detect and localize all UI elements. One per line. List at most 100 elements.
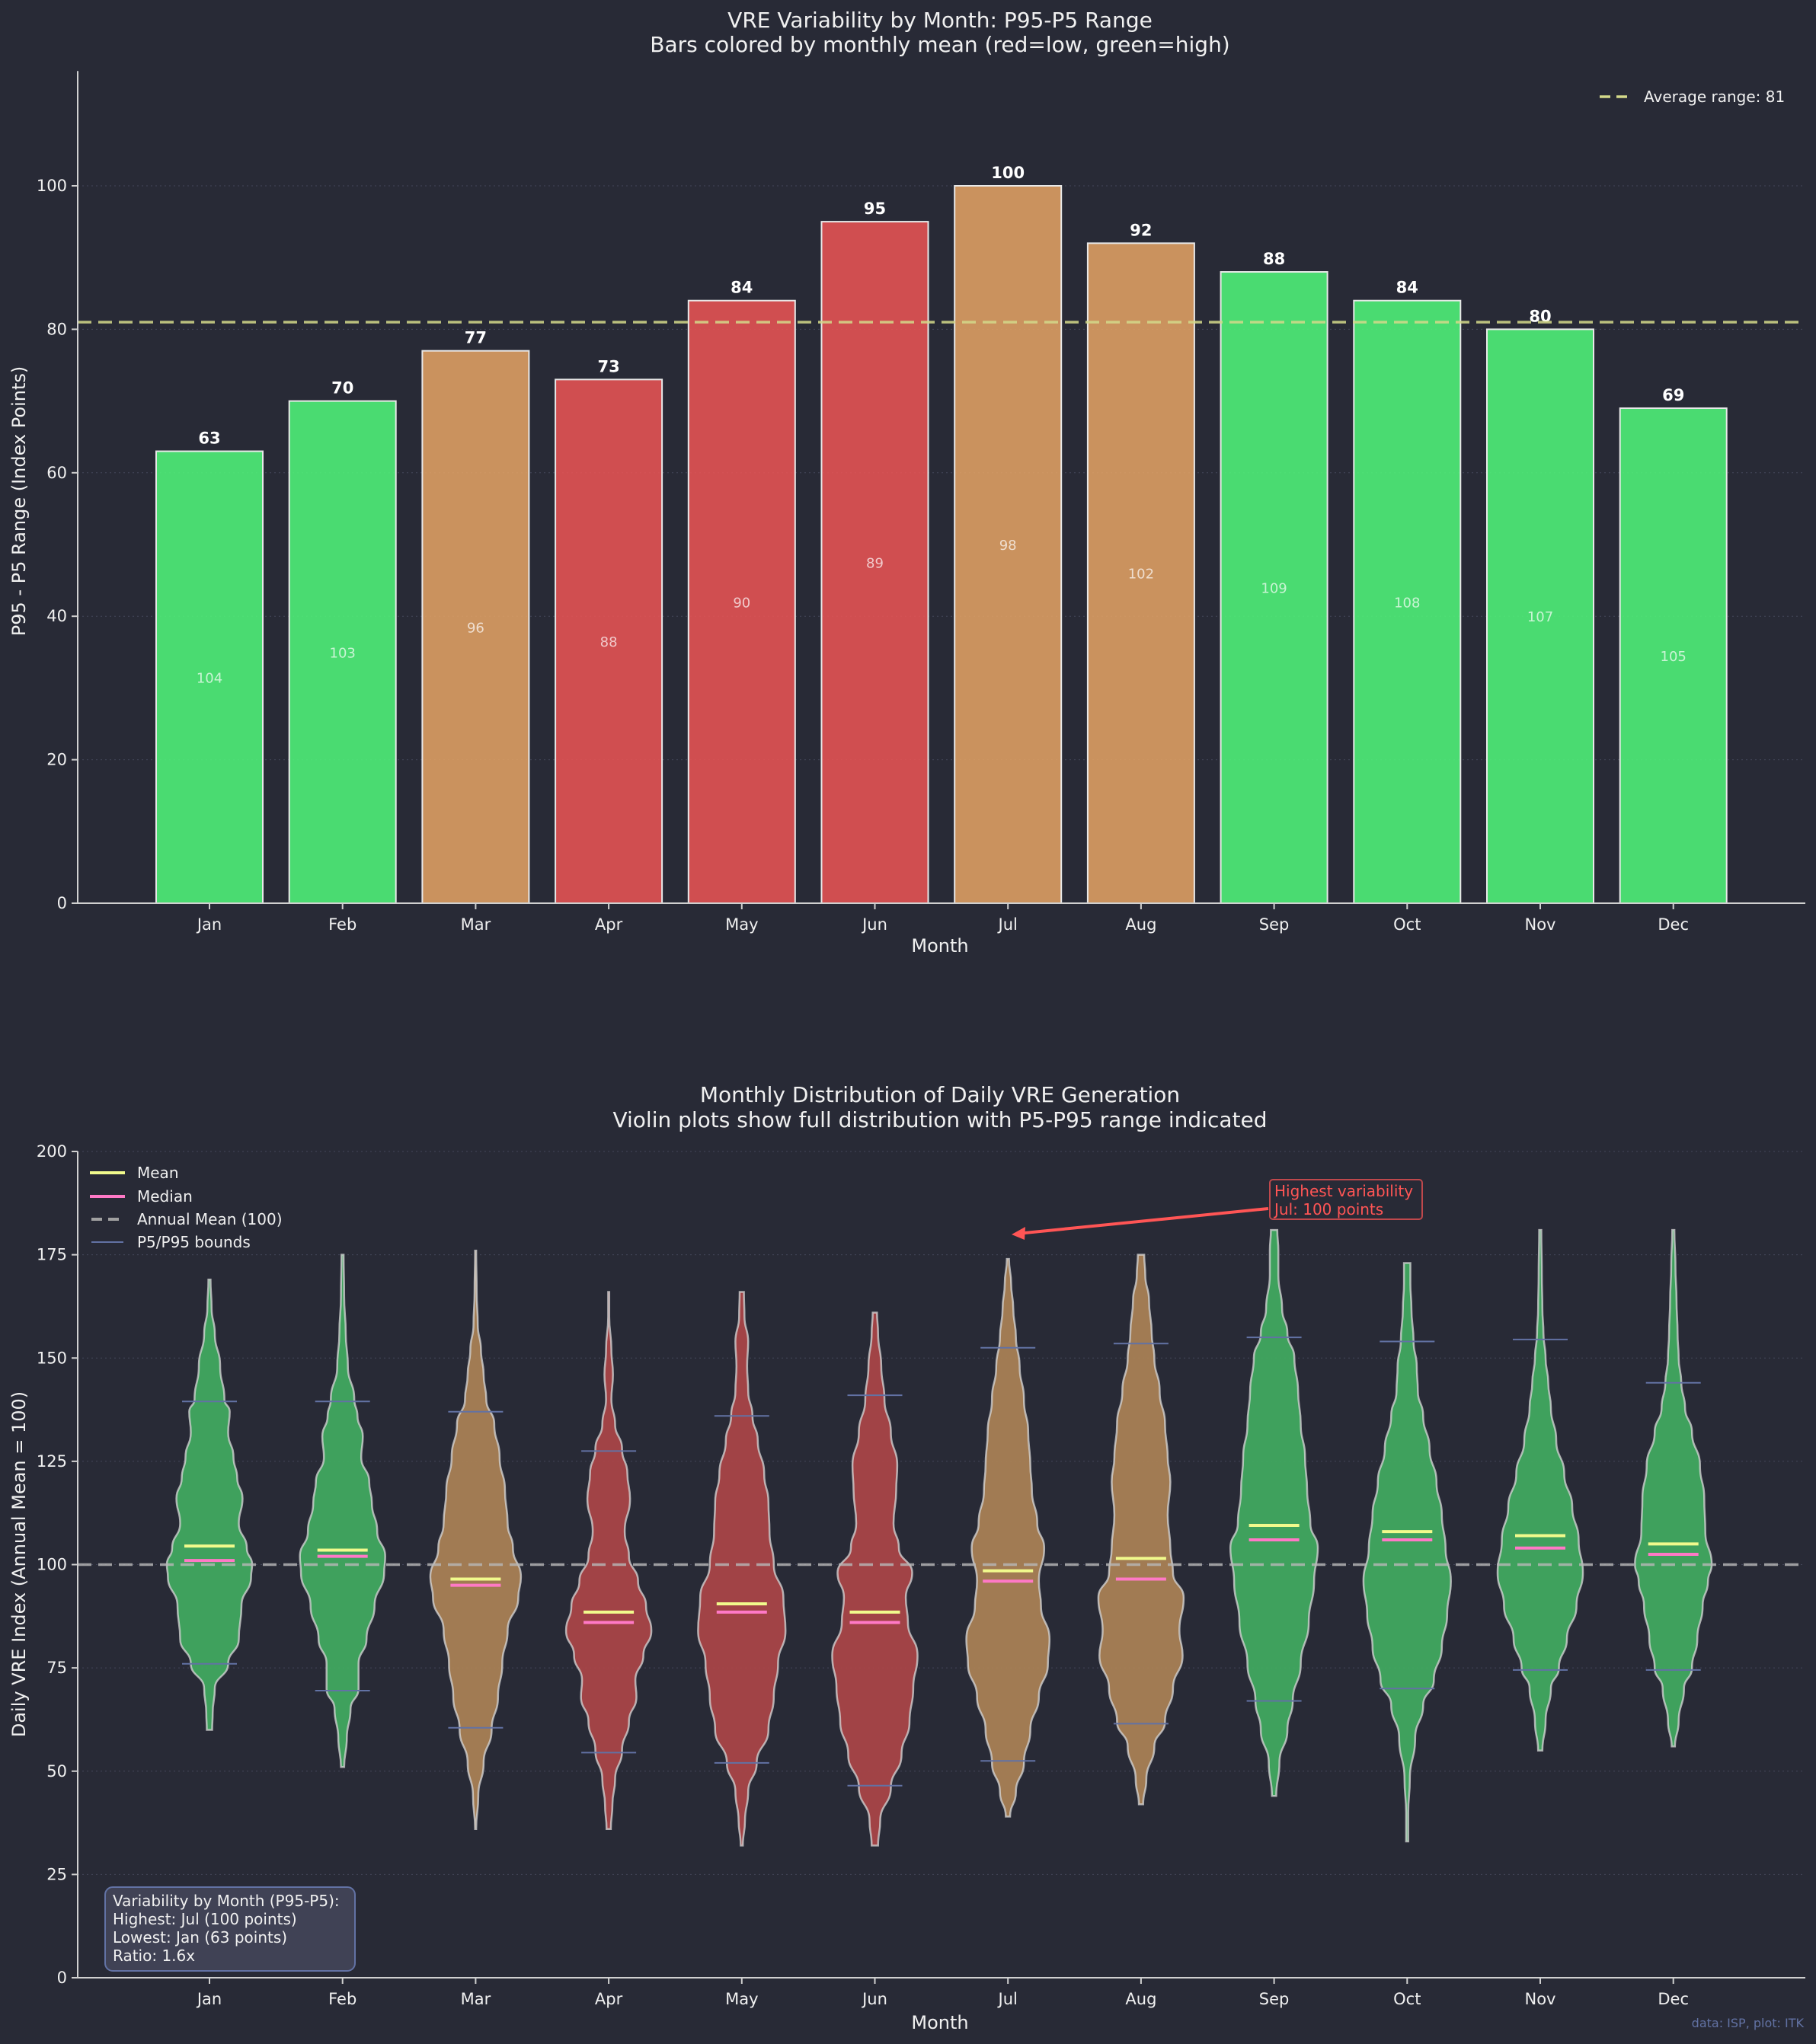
- violin-chart: Monthly Distribution of Daily VRE Genera…: [8, 1082, 1805, 2033]
- bar-value-label: 100: [991, 164, 1025, 182]
- top-y-tick-label: 60: [46, 464, 67, 482]
- legend-mean-label: Mean: [137, 1164, 179, 1182]
- info-line-ratio: Ratio: 1.6x: [113, 1947, 195, 1965]
- bar-value-label: 84: [1396, 279, 1418, 297]
- violin-body: [965, 1257, 1051, 1818]
- bar-mean-label: 104: [197, 670, 222, 686]
- annotation-line-1: Highest variability: [1274, 1182, 1413, 1200]
- violin-dec: [1634, 1228, 1713, 1748]
- top-y-tick-label: 20: [46, 751, 67, 769]
- annotation-box: [1269, 1179, 1423, 1220]
- violin-sep: [1229, 1228, 1319, 1797]
- bar-jan: [155, 450, 264, 904]
- bar-value-label: 84: [731, 279, 753, 297]
- bar-value-label: 95: [864, 200, 886, 218]
- violin-feb: [299, 1254, 386, 1768]
- bottom-x-axis-label: Month: [911, 2012, 968, 2033]
- bottom-chart-title: Monthly Distribution of Daily VRE Genera…: [700, 1082, 1180, 1107]
- violin-body: [697, 1291, 787, 1847]
- bar-value-label: 63: [198, 430, 220, 448]
- violin-body: [299, 1254, 386, 1768]
- top-y-tick-label: 40: [46, 607, 67, 625]
- violins: [165, 1228, 1713, 1847]
- info-box-frame: [104, 1886, 356, 1972]
- bar-aug: [1086, 242, 1195, 904]
- bar-value-label: 92: [1130, 221, 1152, 239]
- bottom-legend: Mean Median Annual Mean (100) P5/P95 bou…: [90, 1164, 283, 1251]
- top-chart-subtitle: Bars colored by monthly mean (red=low, g…: [650, 32, 1229, 57]
- top-bars: 63 104 70 103 77 96 73 88 84 90 95 89 100 98 92 102 88 10…: [155, 164, 1728, 905]
- top-x-tick-label: Apr: [595, 915, 623, 934]
- summary-info-box: Variability by Month (P95-P5): Highest: …: [104, 1886, 356, 1972]
- violin-body: [429, 1249, 523, 1830]
- bar-value-label: 69: [1662, 386, 1684, 404]
- info-line-lowest: Lowest: Jan (63 points): [113, 1928, 287, 1947]
- top-legend: Average range: 81: [1600, 88, 1785, 106]
- info-line-title: Variability by Month (P95-P5):: [113, 1892, 340, 1910]
- bottom-x-tick-label: Jan: [196, 1990, 222, 2008]
- bottom-y-tick-label: 200: [37, 1142, 67, 1161]
- bottom-y-axis-label: Daily VRE Index (Annual Mean = 100): [8, 1391, 30, 1737]
- top-x-tick-label: Jun: [861, 915, 887, 934]
- bottom-y-tick-label: 150: [37, 1349, 67, 1367]
- range-bar-chart: VRE Variability by Month: P95-P5 Range B…: [8, 8, 1805, 957]
- bar-jun: [820, 221, 929, 905]
- annotation-arrowhead-icon: [1012, 1227, 1025, 1240]
- legend-average-label: Average range: 81: [1644, 88, 1785, 106]
- violin-jul: [965, 1257, 1051, 1818]
- bottom-x-tick-label: Nov: [1525, 1990, 1556, 2008]
- bar-mean-label: 89: [866, 556, 884, 572]
- bar-nov: [1486, 328, 1594, 904]
- top-y-axis-label: P95 - P5 Range (Index Points): [8, 366, 30, 637]
- violin-body: [564, 1291, 653, 1830]
- top-x-tick-label: Dec: [1658, 915, 1689, 934]
- bar-mean-label: 88: [600, 634, 618, 650]
- top-y-tick-label: 80: [46, 320, 67, 338]
- credit-text: data: ISP, plot: ITK: [1692, 2016, 1805, 2030]
- top-axes: 0 20 40 60 80 100 Jan Feb Mar Apr May Jun Jul Aug Sep O…: [37, 71, 1805, 934]
- bar-mean-label: 109: [1261, 581, 1287, 597]
- bar-mean-label: 102: [1128, 567, 1154, 583]
- legend-bounds-label: P5/P95 bounds: [137, 1233, 251, 1251]
- info-line-highest: Highest: Jul (100 points): [113, 1910, 297, 1928]
- bar-dec: [1619, 407, 1728, 904]
- bar-may: [687, 299, 796, 905]
- violin-body: [831, 1311, 919, 1847]
- bottom-x-tick-label: Feb: [328, 1990, 356, 2008]
- violin-body: [165, 1278, 254, 1731]
- top-x-tick-label: Jan: [196, 915, 222, 934]
- bar-mean-label: 105: [1661, 649, 1687, 665]
- annotation-arrow: [1016, 1207, 1269, 1235]
- bottom-axes: 0 25 50 75 100 125 150 175 200 Jan Feb Mar Apr May Jun…: [37, 1142, 1805, 2008]
- violin-aug: [1097, 1254, 1185, 1806]
- violin-apr: [564, 1291, 653, 1830]
- bottom-y-tick-label: 175: [37, 1246, 67, 1264]
- top-x-tick-label: Sep: [1259, 915, 1290, 934]
- violin-body: [1229, 1228, 1319, 1797]
- top-x-tick-label: Mar: [461, 915, 491, 934]
- violin-body: [1362, 1262, 1452, 1843]
- violin-mar: [429, 1249, 523, 1830]
- legend-annual-mean-label: Annual Mean (100): [137, 1210, 283, 1228]
- bottom-x-tick-label: Jul: [997, 1990, 1018, 2008]
- bar-mean-label: 96: [467, 620, 484, 636]
- bar-oct: [1353, 299, 1462, 905]
- highest-variability-annotation: Highest variability Jul: 100 points: [1012, 1179, 1423, 1240]
- top-chart-title: VRE Variability by Month: P95-P5 Range: [727, 8, 1153, 33]
- violin-may: [697, 1291, 787, 1847]
- top-x-tick-label: May: [725, 915, 758, 934]
- bottom-y-tick-label: 125: [37, 1452, 67, 1471]
- top-x-tick-label: Jul: [997, 915, 1018, 934]
- bottom-x-tick-label: Mar: [461, 1990, 491, 2008]
- bottom-y-tick-label: 0: [57, 1969, 67, 1987]
- bar-value-label: 73: [597, 357, 619, 375]
- bar-jul: [954, 185, 1063, 904]
- bar-mean-label: 98: [999, 538, 1017, 554]
- violin-body: [1496, 1228, 1584, 1752]
- bottom-x-tick-label: Jun: [861, 1990, 887, 2008]
- top-x-tick-label: Feb: [328, 915, 356, 934]
- annotation-line-2: Jul: 100 points: [1273, 1200, 1383, 1218]
- violin-body: [1097, 1254, 1185, 1806]
- top-x-tick-label: Aug: [1125, 915, 1156, 934]
- bottom-x-tick-label: Aug: [1125, 1990, 1156, 2008]
